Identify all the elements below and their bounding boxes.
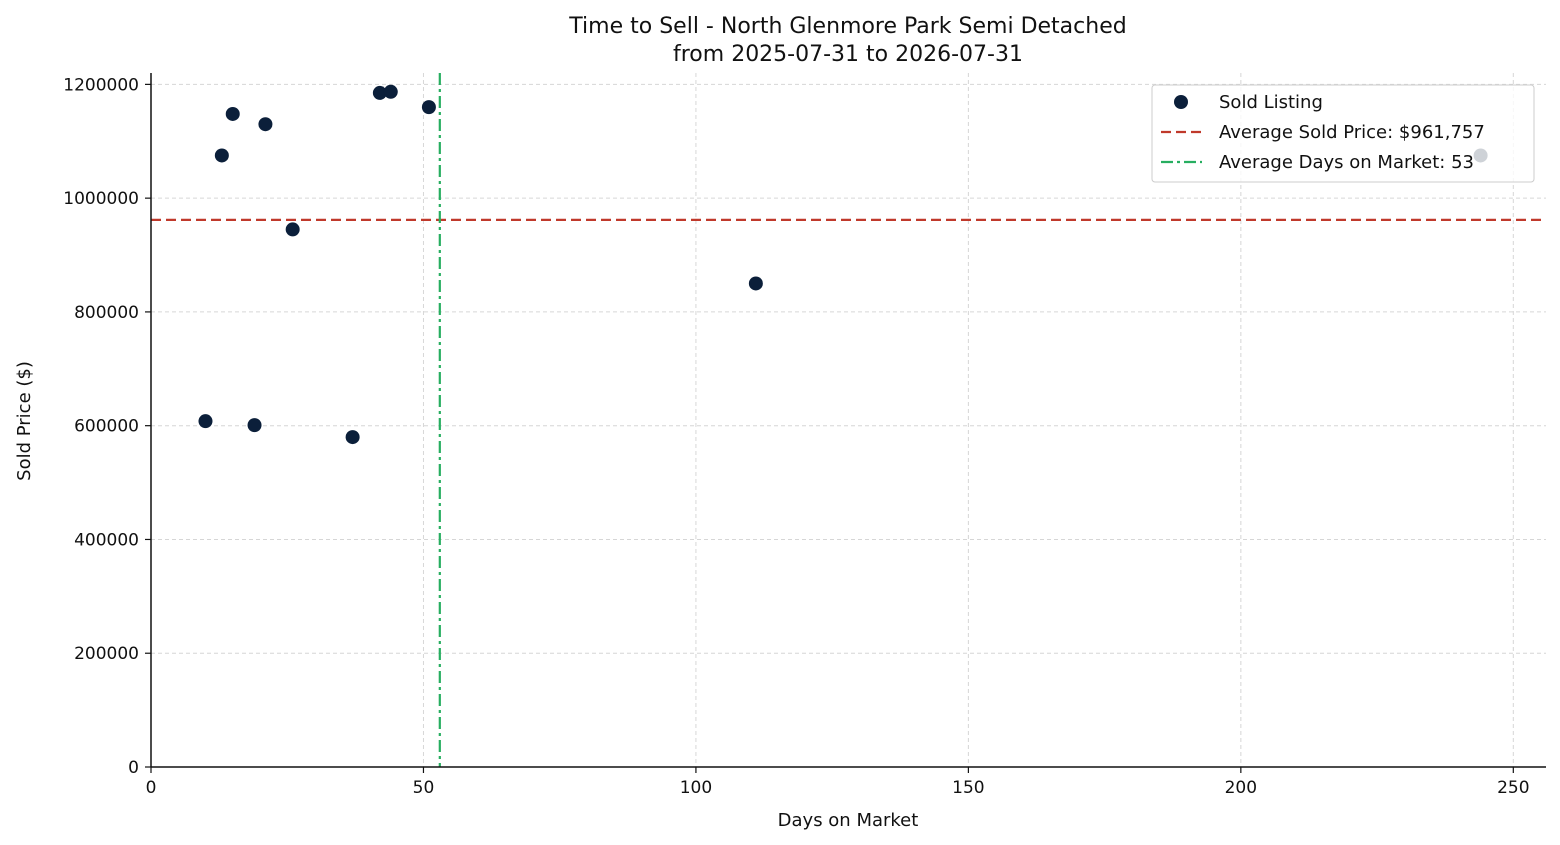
data-point bbox=[345, 430, 360, 445]
data-point bbox=[198, 414, 213, 429]
y-tick-label: 1000000 bbox=[63, 189, 139, 209]
x-tick-label: 100 bbox=[680, 778, 712, 798]
y-tick-label: 400000 bbox=[74, 530, 139, 550]
data-point bbox=[214, 148, 229, 163]
y-tick-label: 0 bbox=[128, 758, 139, 778]
data-point bbox=[285, 222, 300, 237]
y-axis-label: Sold Price ($) bbox=[14, 361, 35, 481]
x-tick-label: 50 bbox=[413, 778, 435, 798]
y-tick-label: 800000 bbox=[74, 303, 139, 323]
data-point bbox=[383, 84, 398, 99]
x-tick-label: 200 bbox=[1225, 778, 1257, 798]
reference-lines bbox=[151, 73, 1546, 767]
x-tick-label: 0 bbox=[146, 778, 157, 798]
y-tick-label: 1200000 bbox=[63, 75, 139, 95]
legend-label-sold-listing: Sold Listing bbox=[1219, 92, 1323, 113]
data-point bbox=[421, 100, 436, 115]
chart-title-line-2: from 2025-07-31 to 2026-07-31 bbox=[673, 42, 1023, 67]
data-point bbox=[372, 85, 387, 100]
legend-label-average-sold-price: Average Sold Price: $961,757 bbox=[1219, 122, 1485, 143]
x-tick-label: 150 bbox=[952, 778, 984, 798]
ticks: 0 50 100 150 200 250 0 200000 400000 600000 800000… bbox=[63, 75, 1529, 798]
y-tick-label: 600000 bbox=[74, 417, 139, 437]
y-tick-label: 200000 bbox=[74, 644, 139, 664]
x-axis-label: Days on Market bbox=[778, 810, 919, 831]
x-tick-label: 250 bbox=[1497, 778, 1529, 798]
legend-label-average-days: Average Days on Market: 53 bbox=[1219, 152, 1474, 173]
legend-marker-sold-listing bbox=[1174, 95, 1188, 109]
data-point bbox=[225, 106, 240, 121]
legend: Sold Listing Average Sold Price: $961,75… bbox=[1151, 84, 1535, 183]
data-point bbox=[258, 117, 273, 132]
legend-box bbox=[1151, 84, 1535, 183]
chart-title-line-1: Time to Sell - North Glenmore Park Semi … bbox=[568, 14, 1126, 39]
data-point bbox=[247, 418, 262, 433]
axes bbox=[150, 73, 1546, 768]
data-point bbox=[748, 276, 763, 291]
